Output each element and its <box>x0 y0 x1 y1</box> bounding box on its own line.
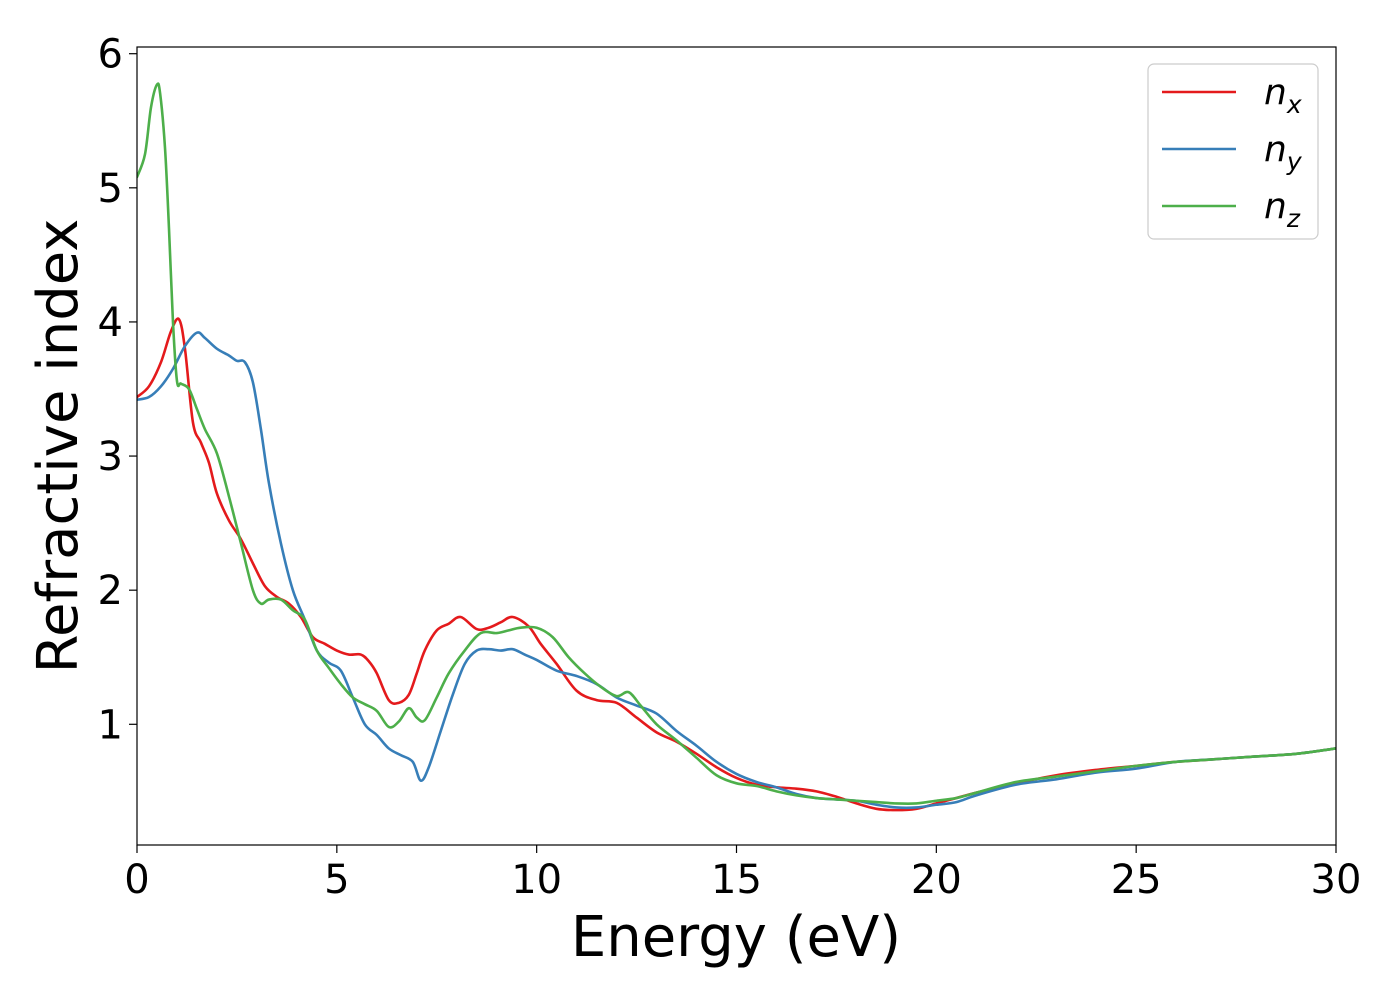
y-tick-label: 6 <box>98 32 123 78</box>
legend-label-x: nx <box>1264 72 1302 119</box>
x-tick-label: 15 <box>711 857 762 903</box>
legend-label-z: nz <box>1264 186 1301 233</box>
legend-label-base: n <box>1264 72 1287 113</box>
x-tick-label: 20 <box>911 857 962 903</box>
y-axis-ticks: 1 2 3 4 5 6 <box>98 32 137 748</box>
x-tick-label: 30 <box>1311 857 1362 903</box>
series-line-y <box>137 331 1336 810</box>
x-tick-label: 5 <box>324 857 349 903</box>
x-tick-label: 0 <box>124 857 149 903</box>
y-tick-label: 4 <box>98 300 123 346</box>
x-axis-label: Energy (eV) <box>571 905 901 970</box>
y-tick-label: 1 <box>98 702 123 748</box>
legend-label-subscript: y <box>1286 147 1303 176</box>
legend-label-y: ny <box>1264 129 1303 176</box>
legend-label-base: n <box>1264 129 1287 170</box>
legend-label-subscript: x <box>1286 90 1302 119</box>
x-tick-label: 10 <box>511 857 562 903</box>
x-tick-label: 25 <box>1111 857 1162 903</box>
series-layer <box>137 82 1336 812</box>
legend-label-base: n <box>1264 186 1287 227</box>
x-axis-ticks: 0 5 10 15 20 25 30 <box>124 845 1361 903</box>
y-tick-label: 3 <box>98 434 123 480</box>
legend-label-subscript: z <box>1286 204 1301 233</box>
legend-box <box>1147 63 1319 240</box>
plot-background <box>137 47 1336 845</box>
y-tick-label: 5 <box>98 166 123 212</box>
y-tick-label: 2 <box>98 568 123 614</box>
series-line-z <box>137 82 1336 805</box>
y-axis-label: Refractive index <box>26 219 91 674</box>
